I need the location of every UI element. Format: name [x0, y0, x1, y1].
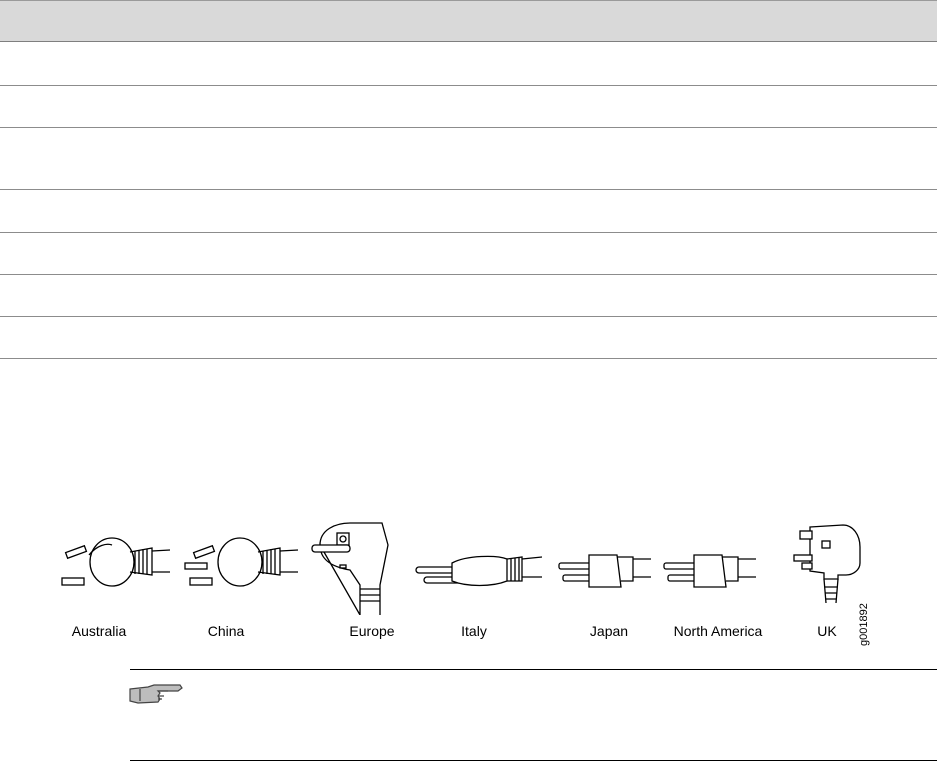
europe-plug-icon — [310, 515, 400, 625]
plug-label-china: China — [207, 623, 245, 639]
north-america-plug-icon — [660, 515, 760, 625]
power-plug-figure: Australia China Europe — [40, 515, 900, 645]
japan-plug-icon — [555, 515, 655, 625]
italy-plug-icon — [412, 515, 542, 625]
plug-label-italy: Italy — [461, 623, 487, 639]
australia-plug-icon — [52, 515, 172, 625]
pointing-hand-icon — [128, 683, 184, 710]
plug-label-uk: UK — [817, 623, 837, 639]
table-header — [0, 0, 937, 42]
note-bottom-rule — [130, 760, 937, 761]
uk-plug-icon — [788, 515, 878, 625]
plug-label-north-america: North America — [673, 623, 763, 639]
table-row-divider — [0, 85, 937, 86]
note-top-rule — [130, 669, 937, 670]
table-row-divider — [0, 358, 937, 359]
figure-id: g001892 — [858, 603, 870, 646]
table-row-divider — [0, 127, 937, 128]
table-row-divider — [0, 189, 937, 190]
plug-label-australia: Australia — [71, 623, 127, 639]
table-row-divider — [0, 274, 937, 275]
table-row-divider — [0, 316, 937, 317]
plug-label-europe: Europe — [349, 623, 395, 639]
china-plug-icon — [180, 515, 300, 625]
plug-label-japan: Japan — [589, 623, 629, 639]
table-row-divider — [0, 232, 937, 233]
